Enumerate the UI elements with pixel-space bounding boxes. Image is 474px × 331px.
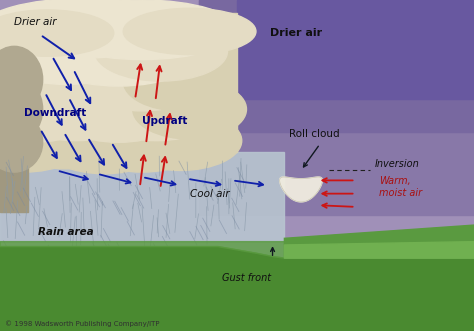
Ellipse shape <box>76 45 209 111</box>
Ellipse shape <box>33 13 204 86</box>
Ellipse shape <box>0 76 43 142</box>
Bar <box>0 152 284 258</box>
Text: Roll cloud: Roll cloud <box>289 129 340 139</box>
Text: Cool air: Cool air <box>190 189 229 199</box>
Ellipse shape <box>0 10 114 56</box>
Ellipse shape <box>47 0 237 60</box>
Polygon shape <box>280 177 322 202</box>
Bar <box>0 13 38 152</box>
Text: Updraft: Updraft <box>142 116 188 126</box>
Ellipse shape <box>0 18 142 84</box>
Text: Downdraft: Downdraft <box>24 108 86 118</box>
Text: © 1998 Wadsworth Publishing Company/ITP: © 1998 Wadsworth Publishing Company/ITP <box>5 320 159 327</box>
Ellipse shape <box>123 8 256 55</box>
Ellipse shape <box>52 76 185 142</box>
Bar <box>38 20 218 60</box>
Text: Drier air: Drier air <box>14 17 57 26</box>
Polygon shape <box>0 247 474 331</box>
Ellipse shape <box>0 76 100 142</box>
Bar <box>199 0 474 132</box>
Ellipse shape <box>0 113 85 172</box>
Ellipse shape <box>123 51 237 111</box>
Text: Drier air: Drier air <box>270 28 322 38</box>
Ellipse shape <box>24 45 166 111</box>
Bar <box>0 139 28 212</box>
Ellipse shape <box>118 111 242 170</box>
Ellipse shape <box>81 113 204 172</box>
Polygon shape <box>0 242 474 258</box>
Ellipse shape <box>0 46 114 113</box>
Ellipse shape <box>0 113 43 172</box>
Bar <box>237 0 474 99</box>
Bar <box>0 0 474 258</box>
Ellipse shape <box>43 114 166 174</box>
Ellipse shape <box>95 22 228 81</box>
Bar <box>199 0 474 215</box>
Text: Rain area: Rain area <box>38 227 93 237</box>
Ellipse shape <box>5 74 147 141</box>
Bar <box>0 13 237 152</box>
Ellipse shape <box>0 0 190 58</box>
Ellipse shape <box>133 79 246 139</box>
Ellipse shape <box>0 109 133 169</box>
Ellipse shape <box>0 46 43 113</box>
Text: Gust front: Gust front <box>222 273 271 283</box>
Ellipse shape <box>90 74 223 141</box>
Polygon shape <box>284 225 474 258</box>
Text: Inversion: Inversion <box>374 159 419 169</box>
Polygon shape <box>284 242 474 258</box>
Text: Warm,
moist air: Warm, moist air <box>379 176 422 198</box>
